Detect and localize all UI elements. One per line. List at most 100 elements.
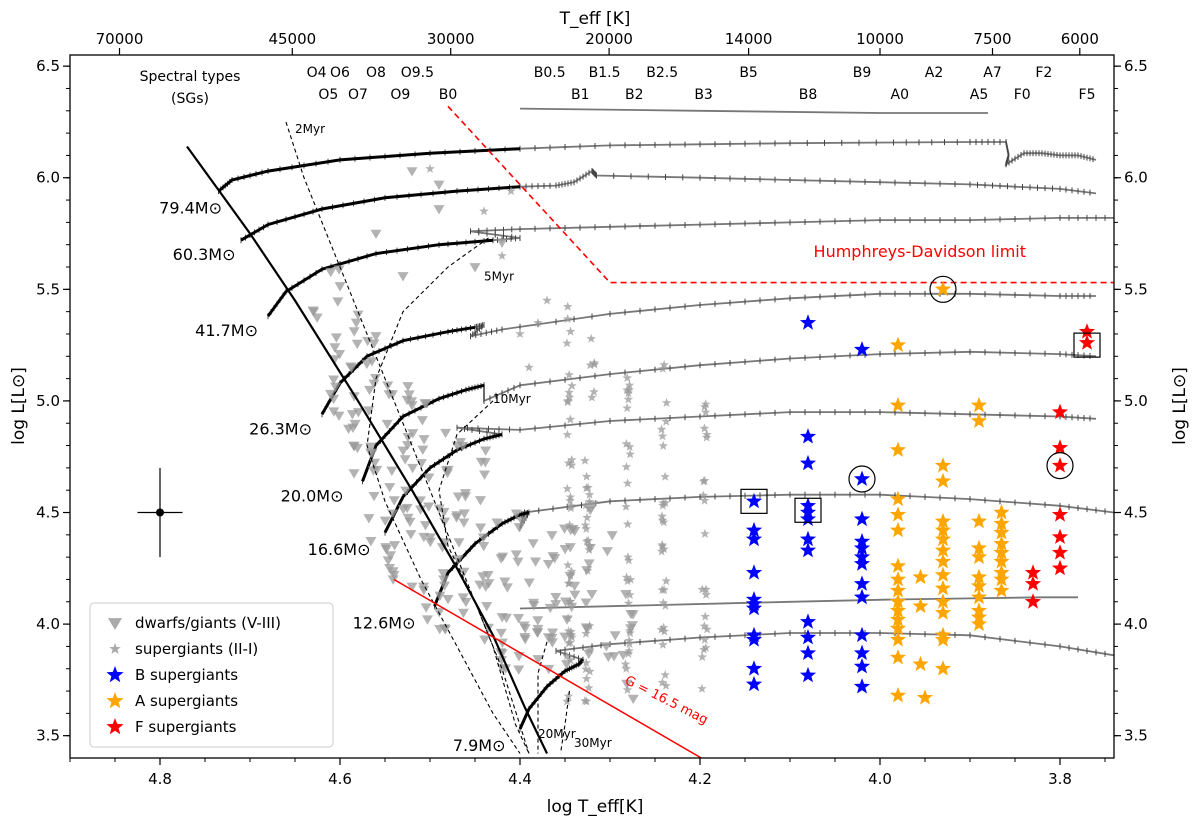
y-tick-label: 5.0 (36, 392, 60, 410)
x-tick-label: 4.4 (508, 770, 532, 788)
gray-supergiant-point (623, 648, 634, 658)
dwarf-giant-point (363, 406, 375, 416)
x-tick-label: 4.8 (148, 770, 172, 788)
a-supergiant-point (993, 553, 1010, 569)
gray-supergiant-point (621, 663, 631, 673)
dwarf-giant-point (362, 336, 374, 347)
dwarf-giant-point (601, 547, 613, 557)
gray-supergiant-point (621, 462, 632, 471)
y-tick-label-right: 4.0 (1124, 615, 1148, 633)
a-supergiant-point (889, 649, 907, 665)
dwarf-giant-point (403, 390, 415, 400)
mass-label: 16.6M⊙ (308, 540, 371, 559)
f-supergiant-point (1051, 457, 1069, 473)
gray-supergiant-point (564, 638, 574, 648)
f-supergiant-point (1024, 564, 1042, 580)
highlight-square (740, 488, 768, 514)
highlight-circle (929, 275, 957, 303)
y-tick-label-right: 4.5 (1124, 504, 1148, 522)
a-supergiant-point (993, 544, 1010, 560)
a-supergiant-point (889, 611, 907, 627)
gray-supergiant-point (625, 574, 636, 584)
gray-supergiant-point (701, 584, 711, 594)
dwarf-giant-point (350, 318, 362, 328)
top-tick-label: 20000 (585, 30, 633, 48)
gray-supergiant-point (563, 560, 573, 570)
y-tick-label-right: 6.0 (1124, 169, 1148, 187)
dwarf-giant-point (620, 590, 632, 600)
gray-supergiant-point (624, 635, 634, 645)
dwarf-giant-point (439, 581, 451, 591)
isochrone-label: 30Myr (574, 736, 612, 750)
a-supergiant-point (889, 506, 907, 522)
spectral-type-label: B1.5 (589, 65, 621, 81)
dwarf-giant-point (542, 560, 554, 570)
legend-marker (106, 666, 124, 683)
gray-supergiant-point (701, 407, 711, 417)
dwarf-giant-point (365, 448, 377, 458)
gray-supergiant-point (701, 589, 711, 599)
dwarf-giant-point (518, 621, 530, 631)
gray-supergiant-point (621, 572, 632, 582)
f-supergiant-point (1078, 334, 1096, 350)
a-supergiant-point (934, 579, 952, 596)
dwarf-giant-point (433, 205, 445, 215)
spectral-type-label: B0.5 (534, 65, 566, 81)
f-supergiant-point (1051, 544, 1069, 560)
dwarf-giant-point (407, 463, 419, 474)
a-supergiant-point (889, 396, 907, 413)
a-supergiant-point (889, 571, 907, 587)
dwarf-giant-point (569, 590, 581, 600)
b-supergiant-point (745, 631, 763, 647)
gray-supergiant-point (622, 684, 633, 694)
a-supergiant-point (993, 582, 1010, 598)
mass-labels: 79.4M⊙ 60.3M⊙ 41.7M⊙ 26.3M⊙ 20.0M⊙ 16.6M⊙ 12.6… (159, 198, 505, 755)
gray-supergiant-point (562, 483, 572, 493)
a-supergiant-point (889, 593, 907, 609)
dwarf-giant-point (559, 544, 571, 555)
a-supergiant-point (970, 588, 988, 605)
b-supergiant-point (853, 644, 871, 660)
gray-supergiant-point (697, 584, 707, 594)
dwarf-giant-point (332, 297, 344, 307)
dwarf-giant-point (423, 473, 435, 483)
dwarf-giant-point (497, 552, 509, 562)
gray-supergiant-point (698, 490, 709, 500)
gray-supergiant-point (562, 651, 572, 661)
dwarf-giant-point (424, 537, 436, 548)
dwarf-giant-point (483, 579, 495, 589)
dwarf-giant-point (569, 581, 581, 592)
dwarf-giant-point (397, 446, 409, 456)
x-tick-label: 3.8 (1048, 770, 1072, 788)
dwarf-giant-point (380, 545, 392, 555)
b-supergiant-point (799, 629, 817, 645)
gray-supergiant-point (622, 373, 632, 383)
gray-supergiant-point (479, 206, 489, 216)
dwarf-giant-point (333, 265, 345, 275)
gray-supergiant-point (658, 639, 668, 649)
f-supergiant-point (1051, 439, 1069, 455)
dwarf-giant-point (627, 694, 639, 705)
dwarf-giant-point (479, 470, 491, 480)
gray-supergiant-point (497, 250, 507, 260)
dwarf-giant-point (416, 416, 428, 426)
gray-supergiant-point (582, 512, 592, 522)
highlight-square (794, 497, 822, 523)
a-supergiant-point (993, 571, 1010, 587)
dwarf-giant-point (384, 563, 396, 574)
gray-supergiant-point (622, 403, 632, 413)
b-supergiant-point (745, 564, 763, 580)
b-supergiant-point (853, 588, 871, 605)
dwarf-giant-point (333, 411, 345, 421)
gray-supergiant-point (564, 392, 575, 402)
dwarf-giant-point (352, 310, 364, 320)
gray-supergiant-point (565, 570, 576, 580)
dwarf-giant-point (491, 518, 503, 528)
gray-supergiant-point (701, 432, 712, 442)
dwarf-giant-point (479, 635, 491, 645)
a-supergiant-point (934, 512, 952, 529)
gray-supergiant-point (622, 385, 632, 395)
b-supergiant-point (745, 530, 763, 547)
mass-label: 26.3M⊙ (249, 419, 312, 438)
top-tick-label: 70000 (96, 30, 144, 48)
